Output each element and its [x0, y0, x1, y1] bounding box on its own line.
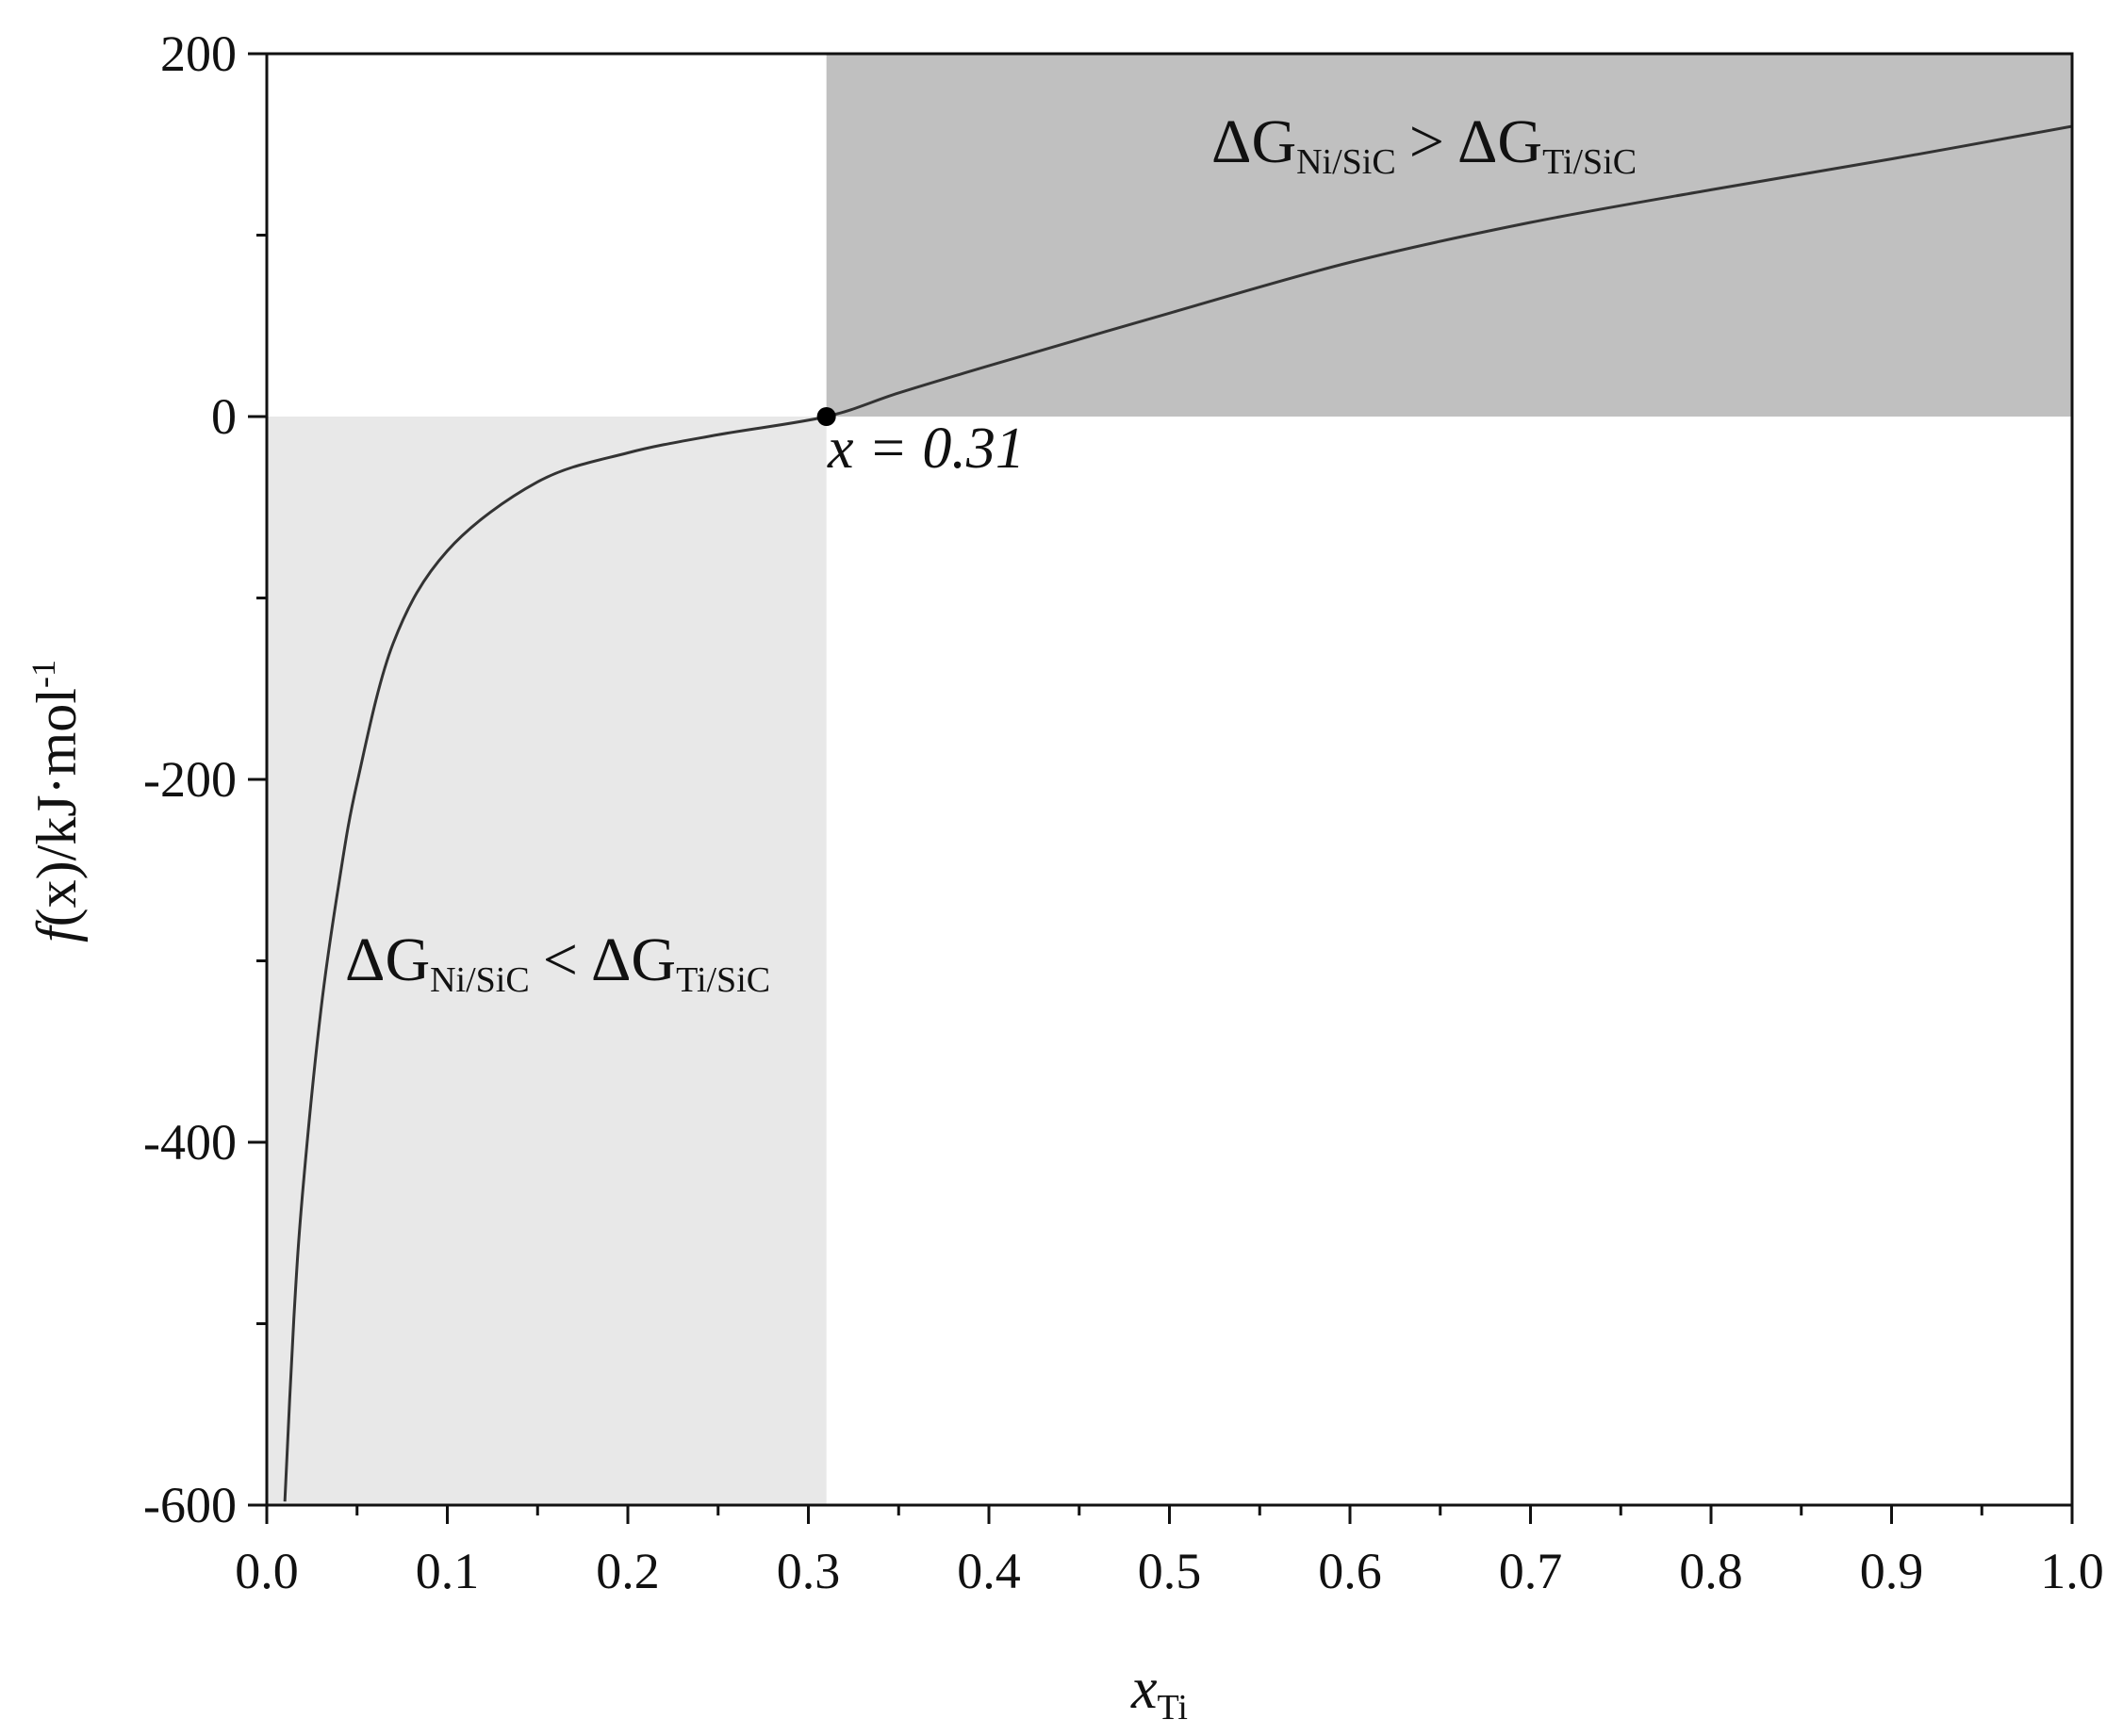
series-line-0: [283, 124, 2073, 1502]
x-tick-label-9: 0.9: [1860, 1543, 1924, 1599]
x-axis-ticks: 0.0 0.1 0.2 0.3 0.4 0.5 0.6 0.7 0.8 0.9 1.0: [235, 1505, 2104, 1599]
y-tick-label-1: 0: [211, 388, 237, 445]
annotation-lower: ΔGNi/SiC < ΔGTi/SiC: [345, 925, 770, 1000]
x-tick-label-6: 0.6: [1318, 1543, 1382, 1599]
x-tick-label-7: 0.7: [1499, 1543, 1563, 1599]
shaded-region-1: [826, 54, 2072, 417]
x-tick-label-2: 0.2: [596, 1543, 660, 1599]
series-group: [283, 124, 2073, 1502]
x-tick-label-1: 0.1: [416, 1543, 480, 1599]
y-tick-label-0: 200: [160, 25, 237, 82]
x-tick-label-10: 1.0: [2040, 1543, 2104, 1599]
shaded-region-0: [267, 417, 827, 1505]
marker-point: [816, 407, 836, 426]
shaded-regions: [267, 54, 2072, 1505]
y-tick-label-3: -400: [143, 1114, 237, 1171]
y-tick-label-4: -600: [143, 1477, 237, 1533]
x-tick-label-5: 0.5: [1138, 1543, 1202, 1599]
x-tick-label-0: 0.0: [235, 1543, 299, 1599]
x-tick-label-4: 0.4: [957, 1543, 1021, 1599]
y-tick-label-2: -200: [143, 751, 237, 808]
x-tick-label-8: 0.8: [1679, 1543, 1743, 1599]
marker-label: x = 0.31: [827, 417, 1025, 481]
annotation-upper: ΔGNi/SiC > ΔGTi/SiC: [1211, 107, 1637, 182]
x-tick-label-3: 0.3: [777, 1543, 841, 1599]
marker-group: [816, 407, 836, 426]
x-axis-title: xTi: [1130, 1657, 1188, 1728]
y-axis-title: f(x)/kJ·mol-1: [25, 660, 88, 942]
y-axis-ticks: 200 0 -200 -400 -600: [143, 25, 267, 1533]
